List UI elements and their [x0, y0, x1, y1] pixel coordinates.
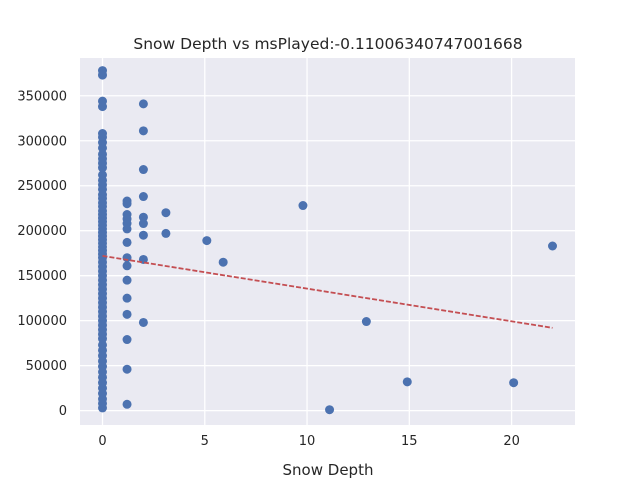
x-tick-label: 15 — [401, 434, 418, 449]
chart-title: Snow Depth vs msPlayed:-0.11006340747001… — [133, 35, 522, 53]
x-tick-label: 0 — [98, 434, 106, 449]
data-point — [138, 212, 148, 222]
data-point — [98, 102, 107, 112]
data-point — [122, 293, 132, 303]
y-tick-label: 150000 — [17, 269, 67, 284]
data-point — [122, 275, 132, 285]
data-point — [98, 403, 107, 413]
data-point — [138, 317, 148, 327]
data-point — [122, 399, 132, 409]
data-point — [138, 230, 148, 240]
trendline — [102, 255, 553, 329]
y-tick-label: 50000 — [26, 359, 67, 374]
y-tick-label: 350000 — [17, 89, 67, 104]
data-point — [138, 126, 148, 136]
y-tick-label: 100000 — [17, 314, 67, 329]
data-point — [138, 219, 148, 229]
data-point — [202, 236, 212, 246]
x-tick-label: 10 — [299, 434, 316, 449]
x-axis-label: Snow Depth — [283, 461, 374, 479]
data-point — [98, 334, 107, 344]
data-point — [122, 237, 132, 247]
data-point — [138, 99, 148, 109]
y-tick-label: 300000 — [17, 134, 67, 149]
x-tick-label: 5 — [201, 434, 209, 449]
data-point — [161, 208, 171, 218]
tick-labels: 0 5 10 15 20 0 50000 100000 150000 200000 250000 30… — [17, 89, 520, 449]
data-point — [98, 163, 107, 173]
data-point — [122, 335, 132, 345]
y-tick-label: 250000 — [17, 179, 67, 194]
data-point — [218, 257, 228, 267]
data-point — [98, 70, 107, 80]
data-point — [325, 405, 335, 415]
data-point — [98, 143, 107, 153]
data-point — [509, 378, 519, 388]
data-point — [161, 228, 171, 238]
data-point — [122, 261, 132, 271]
data-point — [138, 192, 148, 202]
plot-area — [80, 58, 575, 425]
data-point — [361, 317, 371, 327]
data-points — [98, 66, 557, 415]
data-point — [402, 377, 412, 387]
data-point — [548, 241, 557, 251]
y-tick-label: 200000 — [17, 224, 67, 239]
data-point — [122, 364, 132, 374]
x-tick-label: 20 — [503, 434, 520, 449]
data-point — [122, 224, 132, 234]
data-point — [122, 199, 132, 209]
data-point — [122, 309, 132, 319]
y-tick-label: 0 — [59, 404, 67, 419]
data-point — [298, 201, 308, 211]
trendline-group — [102, 255, 553, 329]
data-point — [138, 165, 148, 175]
